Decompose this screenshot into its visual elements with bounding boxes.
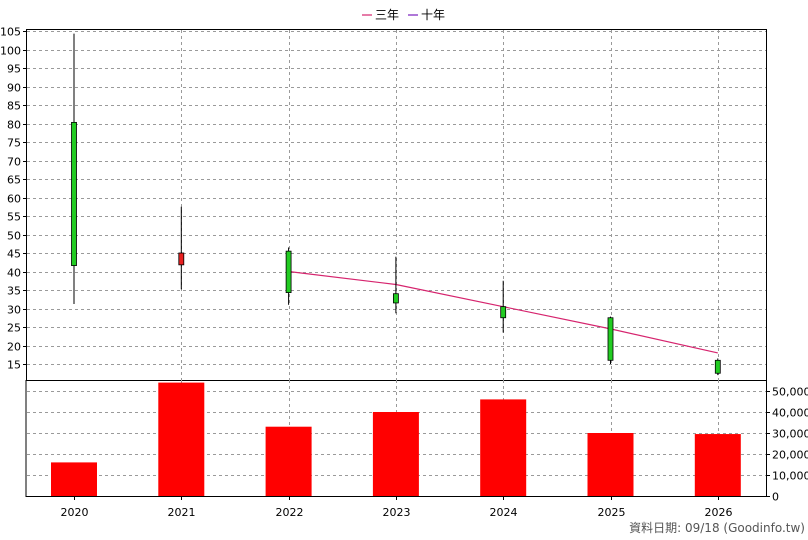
volume-tick-label: 20,000 [772,449,808,462]
price-tick-label: 105 [0,26,21,39]
candle-body [500,306,507,319]
volume-bar [587,433,634,496]
price-tick-label: 70 [7,156,21,169]
legend: 三年 十年 [362,8,445,22]
price-tick-label: 35 [7,285,21,298]
candle-body [392,293,399,304]
price-tick-label: 100 [0,45,21,58]
volume-bar [694,434,741,496]
price-tick-label: 45 [7,248,21,261]
volume-tick-label: 50,000 [772,386,808,399]
price-tick-label: 90 [7,82,21,95]
candlesticks [71,33,721,376]
candle-body [71,121,77,266]
price-tick-label: 60 [7,193,21,206]
price-tick-label: 15 [7,359,21,372]
x-tick-label: 2022 [276,506,304,519]
volume-bar [480,399,527,496]
price-grid [27,30,766,380]
volume-bar [51,462,97,496]
volume-tick-label: 10,000 [772,470,808,483]
price-tick-label: 75 [7,137,21,150]
candle-body [178,252,185,266]
price-tick-label: 80 [7,119,21,132]
price-tick-label: 50 [7,230,21,243]
volume-bar [265,426,312,496]
price-tick-label: 30 [7,304,21,317]
x-tick-label: 2023 [383,506,411,519]
price-tick-label: 85 [7,100,21,113]
volume-bar [372,412,419,496]
price-tick-label: 20 [7,341,21,354]
price-tick-label: 55 [7,211,21,224]
volume-y-axis: 0 10,000 20,000 30,000 40,000 50,000 [766,386,808,504]
volume-tick-label: 30,000 [772,428,808,441]
volume-bar [158,382,205,496]
candle-body [285,250,292,293]
x-tick-label: 2020 [61,506,89,519]
volume-tick-label: 0 [772,491,779,504]
volume-tick-label: 40,000 [772,407,808,420]
x-tick-label: 2025 [598,506,626,519]
x-tick-label: 2024 [490,506,518,519]
price-y-axis: 15 20 25 30 35 40 45 50 55 60 65 70 75 80 85 90 95 100 105 [0,26,27,372]
legend-label-10yr: 十年 [421,8,445,22]
x-axis: 2020 2021 2022 2023 2024 2025 2026 [61,496,733,519]
candle-body [607,317,614,361]
x-tick-label: 2021 [168,506,196,519]
volume-bars [51,382,741,496]
price-tick-label: 40 [7,267,21,280]
data-date-footer: 資料日期: 09/18 (Goodinfo.tw) [629,521,805,535]
price-tick-label: 65 [7,174,21,187]
legend-label-3yr: 三年 [375,8,399,22]
price-tick-label: 95 [7,63,21,76]
x-tick-label: 2026 [705,506,733,519]
price-tick-label: 25 [7,322,21,335]
candle-body [714,359,721,374]
